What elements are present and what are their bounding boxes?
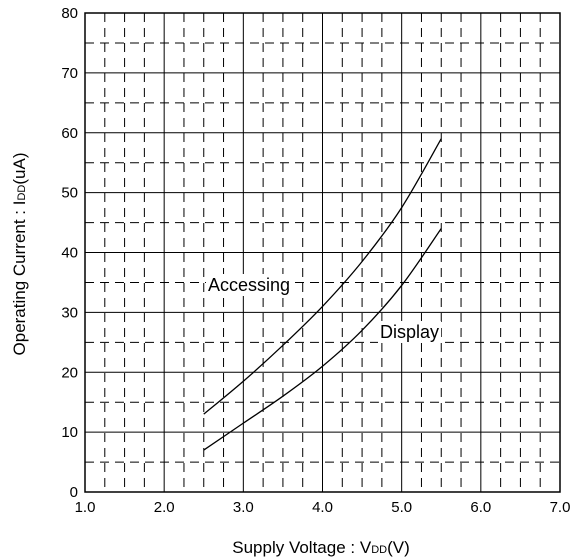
y-tick-label: 70 bbox=[61, 65, 78, 82]
y-tick-label: 60 bbox=[61, 125, 78, 142]
series-curves bbox=[203, 138, 442, 451]
x-tick-label: 2.0 bbox=[154, 499, 175, 516]
y-tick-label: 0 bbox=[70, 484, 78, 501]
x-tick-label: 4.0 bbox=[312, 499, 333, 516]
x-tick-label: 7.0 bbox=[550, 499, 571, 516]
x-axis-title: Supply Voltage : VDD(V) bbox=[232, 538, 410, 557]
y-tick-label: 20 bbox=[61, 364, 78, 381]
plot-frame bbox=[84, 12, 561, 493]
x-axis-title-sub: DD bbox=[371, 544, 387, 556]
y-axis-title: Operating Current : IDD(uA) bbox=[10, 153, 29, 356]
y-tick-label: 40 bbox=[61, 245, 78, 262]
y-tick-labels: 0 10 20 30 40 50 60 70 80 bbox=[61, 5, 78, 501]
x-axis-title-suffix: (V) bbox=[387, 538, 410, 557]
series-label-background bbox=[206, 274, 293, 296]
series-line-display bbox=[203, 228, 442, 451]
x-tick-label: 3.0 bbox=[233, 499, 254, 516]
x-tick-label: 1.0 bbox=[75, 499, 96, 516]
y-tick-label: 30 bbox=[61, 304, 78, 321]
y-tick-label: 80 bbox=[61, 5, 78, 22]
x-tick-labels: 1.0 2.0 3.0 4.0 5.0 6.0 7.0 bbox=[75, 499, 571, 516]
series-label-accessing: Accessing bbox=[208, 275, 290, 295]
y-tick-label: 10 bbox=[61, 424, 78, 441]
x-axis-title-prefix: Supply Voltage : V bbox=[232, 538, 372, 557]
y-tick-label: 50 bbox=[61, 185, 78, 202]
x-tick-label: 6.0 bbox=[470, 499, 491, 516]
series-label-background bbox=[378, 321, 442, 343]
major-grid bbox=[85, 13, 560, 492]
y-axis-title-suffix: (uA) bbox=[10, 153, 29, 185]
series-line-accessing bbox=[203, 138, 442, 415]
x-tick-label: 5.0 bbox=[391, 499, 412, 516]
y-axis-title-sub: DD bbox=[16, 185, 28, 201]
y-axis-title-prefix: Operating Current : I bbox=[10, 201, 29, 356]
series-label-display: Display bbox=[380, 322, 439, 342]
